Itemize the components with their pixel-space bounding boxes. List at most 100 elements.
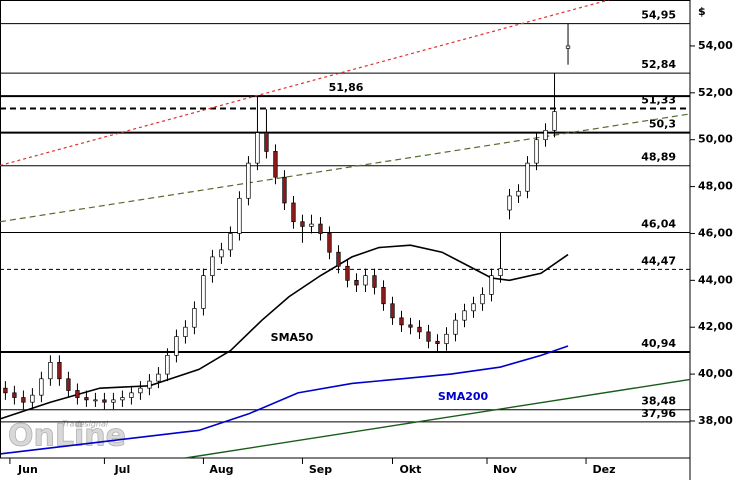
candle-body [210,256,215,276]
candle-body [147,380,152,389]
trendline [185,378,691,459]
level-label: 37,96 [641,407,676,420]
x-tick-label: Nov [493,463,518,476]
candle-body [565,45,571,49]
candle-body [336,251,341,267]
logo: OnLine Tradesignal [8,418,127,454]
y-unit: $ [698,5,706,18]
logo-name: OnLine [8,419,126,454]
candle-body [48,362,53,380]
level-label: 50,3 [649,118,676,131]
candle-body [426,331,431,342]
candle-body [327,233,332,253]
y-tick-label: 54,00 [698,39,733,52]
candle-body [534,139,539,164]
level-label: 52,84 [641,58,676,71]
candle-body [3,387,8,394]
level-label: 40,94 [641,337,676,350]
candle-body [75,390,80,398]
candle-body [138,387,143,394]
x-tick-label: Jun [17,463,38,476]
y-tick-label: 46,00 [698,226,733,239]
candle-body [417,326,422,333]
level-label: 51,33 [641,94,676,107]
candle-body [12,392,17,398]
candle-body [525,162,530,192]
candle-body [309,223,314,227]
candle-body [435,340,440,344]
candle-body [273,151,278,178]
candle-body [462,310,467,321]
candle-body [489,275,494,295]
level-label: 51,86 [329,81,364,94]
candle-body [264,132,269,152]
candle-body [66,378,71,391]
candle-body [507,195,512,211]
y-tick-label: 50,00 [698,133,733,146]
level-label: 48,89 [641,151,676,164]
candle-body [183,326,188,337]
candle-body [21,397,26,403]
candle-body [201,275,206,309]
candle-body [390,303,395,319]
candle-body [246,162,251,199]
candle-body [363,275,368,286]
candle-body [156,373,161,382]
candle-body [453,319,458,335]
x-tick-label: Okt [400,463,422,476]
candle-body [543,129,548,141]
candle-body [480,294,485,305]
candle-body [57,362,62,380]
candle-body [219,249,224,258]
series-label: SMA50 [271,331,314,344]
candle-body [30,394,35,403]
x-tick-label: Aug [209,463,233,476]
x-tick-label: Sep [309,463,332,476]
candle-body [552,111,557,131]
x-tick-label: Dez [593,463,616,476]
level-label: 54,95 [641,9,676,22]
candle-body [255,132,260,164]
y-tick-label: 40,00 [698,367,733,380]
series-label: SMA200 [438,390,489,403]
candle-body [300,221,305,227]
y-tick-label: 42,00 [698,320,733,333]
candle-body [354,279,359,286]
candle-body [444,333,449,344]
candle-body [165,354,170,375]
candle-body [111,399,116,403]
y-tick-label: 52,00 [698,86,733,99]
candle-body [174,336,179,356]
level-label: 44,47 [641,254,676,267]
candle-body [129,392,134,398]
candle-body [93,399,98,402]
candle-body [282,176,287,204]
candle-body [345,265,350,281]
level-label: 46,04 [641,218,676,231]
candle-body [381,287,386,305]
candle-body [372,275,377,288]
candle-body [39,378,44,396]
y-tick-label: 44,00 [698,273,733,286]
level-label: 38,48 [641,395,676,408]
candle-body [516,190,521,197]
y-tick-label: 48,00 [698,180,733,193]
candle-body [318,223,323,234]
trendline [0,113,691,223]
ma-line [0,345,569,455]
candle-body [84,397,89,401]
y-tick-label: 38,00 [698,414,733,427]
candle-body [471,303,476,312]
candle-body [498,268,503,276]
logo-brand: Tradesignal [62,420,109,429]
x-tick-label: Jul [114,463,131,476]
candle-body [237,197,242,234]
candle-body [120,397,125,401]
candle-body [291,202,296,223]
candle-body [408,324,413,328]
ma-line [0,244,569,420]
candle-body [192,308,197,328]
candle-body [399,317,404,326]
